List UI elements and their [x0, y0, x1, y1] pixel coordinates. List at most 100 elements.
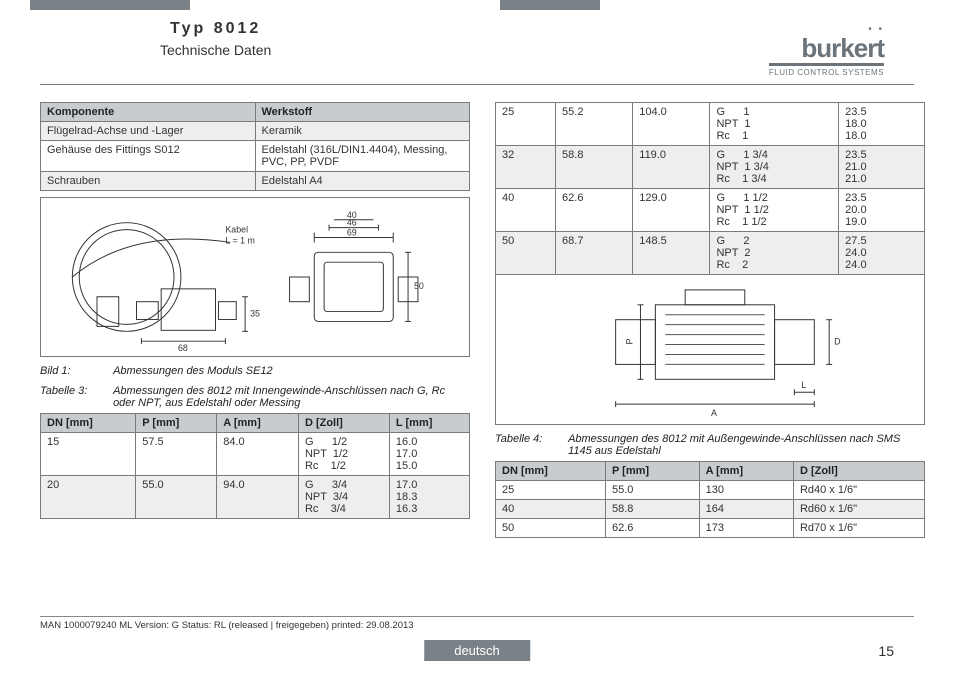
caption-txt: Abmessungen des 8012 mit Außengewinde-An… — [568, 433, 923, 457]
cell: 129.0 — [633, 189, 710, 232]
cell: Gehäuse des Fittings S012 — [41, 141, 256, 172]
cell: Rd40 x 1/6" — [793, 481, 924, 500]
language-tab: deutsch — [424, 640, 530, 661]
dim-label: 69 — [347, 228, 357, 238]
caption-num: Bild 1: — [40, 365, 110, 377]
col-header: P [mm] — [605, 462, 699, 481]
dim-p: P — [625, 339, 635, 345]
col-header: L [mm] — [389, 414, 469, 433]
cell-l: 27.5 24.0 24.0 — [845, 235, 866, 271]
cell: 57.5 — [136, 433, 217, 476]
cell: 62.6 — [556, 189, 633, 232]
cell: 130 — [699, 481, 793, 500]
cell-l: 23.5 20.0 19.0 — [845, 192, 866, 228]
col-header: A [mm] — [699, 462, 793, 481]
cell: 23.5 21.0 21.0 — [839, 146, 925, 189]
caption-txt: Abmessungen des Moduls SE12 — [113, 365, 468, 377]
cell-l: 17.0 18.3 16.3 — [396, 479, 417, 515]
cell-l: 23.5 18.0 18.0 — [845, 106, 866, 142]
caption-txt: Abmessungen des 8012 mit Innengewinde-An… — [113, 385, 468, 409]
cell: G 3/4 NPT 3/4 Rc 3/4 — [298, 476, 389, 519]
diagram-fitting: P A D L — [495, 275, 925, 425]
cell: 27.5 24.0 24.0 — [839, 232, 925, 275]
page-number: 15 — [878, 643, 894, 659]
col-header: D [Zoll] — [298, 414, 389, 433]
cell: 84.0 — [217, 433, 299, 476]
cell: 40 — [496, 500, 606, 519]
col-header: DN [mm] — [41, 414, 136, 433]
dim-label: 35 — [250, 309, 260, 319]
cell: 55.0 — [136, 476, 217, 519]
cell-d: G 1 3/4 NPT 1 3/4 Rc 1 3/4 — [716, 149, 768, 185]
table-row: 25 55.0 130 Rd40 x 1/6" — [496, 481, 925, 500]
caption-tab3: Tabelle 3: Abmessungen des 8012 mit Inne… — [40, 385, 470, 409]
cell: Rd70 x 1/6" — [793, 519, 924, 538]
table-row: Schrauben Edelstahl A4 — [41, 172, 470, 191]
cell-d: G 1 1/2 NPT 1 1/2 Rc 1 1/2 — [716, 192, 768, 228]
cell: 40 — [496, 189, 556, 232]
cell-d: G 3/4 NPT 3/4 Rc 3/4 — [305, 479, 348, 515]
dimensions-table-3b: 25 55.2 104.0 G 1 NPT 1 Rc 1 23.5 18.0 1… — [495, 102, 925, 275]
col-header: DN [mm] — [496, 462, 606, 481]
logo-bar-icon — [769, 63, 884, 66]
type-number: Typ 8012 — [160, 20, 271, 38]
col-header: A [mm] — [217, 414, 299, 433]
cell: 68.7 — [556, 232, 633, 275]
cell: 25 — [496, 103, 556, 146]
col-header: Werkstoff — [255, 103, 470, 122]
table-row: 25 55.2 104.0 G 1 NPT 1 Rc 1 23.5 18.0 1… — [496, 103, 925, 146]
table-row: Gehäuse des Fittings S012 Edelstahl (316… — [41, 141, 470, 172]
logo-tagline: FLUID CONTROL SYSTEMS — [769, 68, 884, 77]
cell-d: G 1 NPT 1 Rc 1 — [716, 106, 750, 142]
cell: 62.6 — [605, 519, 699, 538]
cell: 173 — [699, 519, 793, 538]
caption-bild1: Bild 1: Abmessungen des Moduls SE12 — [40, 365, 470, 377]
table-row: 50 68.7 148.5 G 2 NPT 2 Rc 2 27.5 24.0 2… — [496, 232, 925, 275]
subtitle: Technische Daten — [160, 42, 271, 58]
cell: G 2 NPT 2 Rc 2 — [710, 232, 839, 275]
cell: G 1 NPT 1 Rc 1 — [710, 103, 839, 146]
dim-label: 68 — [178, 343, 188, 353]
dimensions-table-3a: DN [mm] P [mm] A [mm] D [Zoll] L [mm] 15… — [40, 413, 470, 519]
top-tab-right — [500, 0, 600, 10]
table-row: Flügelrad-Achse und -Lager Keramik — [41, 122, 470, 141]
cell: 23.5 20.0 19.0 — [839, 189, 925, 232]
cell: 16.0 17.0 15.0 — [389, 433, 469, 476]
cell: G 1/2 NPT 1/2 Rc 1/2 — [298, 433, 389, 476]
col-header: P [mm] — [136, 414, 217, 433]
diagram-se12: Kabel L = 1 m 69 46 40 50 68 35 — [40, 197, 470, 357]
cell: 119.0 — [633, 146, 710, 189]
dim-d: D — [834, 337, 841, 347]
left-column: Komponente Werkstoff Flügelrad-Achse und… — [40, 102, 470, 519]
cell: 55.0 — [605, 481, 699, 500]
dim-label: 50 — [414, 281, 424, 291]
table-row: 15 57.5 84.0 G 1/2 NPT 1/2 Rc 1/2 16.0 1… — [41, 433, 470, 476]
cell: 58.8 — [605, 500, 699, 519]
cell: Edelstahl (316L/DIN1.4404), Messing, PVC… — [255, 141, 470, 172]
right-column: 25 55.2 104.0 G 1 NPT 1 Rc 1 23.5 18.0 1… — [495, 102, 925, 538]
cell-l: 16.0 17.0 15.0 — [396, 436, 417, 472]
cell-d: G 1/2 NPT 1/2 Rc 1/2 — [305, 436, 348, 472]
cell-d: G 2 NPT 2 Rc 2 — [716, 235, 750, 271]
caption-num: Tabelle 4: — [495, 433, 565, 445]
table-row: 50 62.6 173 Rd70 x 1/6" — [496, 519, 925, 538]
cell: 94.0 — [217, 476, 299, 519]
cell: 32 — [496, 146, 556, 189]
top-tab-left — [30, 0, 190, 10]
dim-a: A — [711, 408, 717, 418]
cell: G 1 1/2 NPT 1 1/2 Rc 1 1/2 — [710, 189, 839, 232]
cell: Keramik — [255, 122, 470, 141]
cell: 148.5 — [633, 232, 710, 275]
cell: 55.2 — [556, 103, 633, 146]
cell: 25 — [496, 481, 606, 500]
brand-logo: • • burkert FLUID CONTROL SYSTEMS — [769, 24, 884, 77]
logo-text: burkert — [769, 37, 884, 60]
col-header: Komponente — [41, 103, 256, 122]
cell: 58.8 — [556, 146, 633, 189]
cell: Edelstahl A4 — [255, 172, 470, 191]
cell: Rd60 x 1/6" — [793, 500, 924, 519]
cell-l: 23.5 21.0 21.0 — [845, 149, 866, 185]
dimensions-table-4: DN [mm] P [mm] A [mm] D [Zoll] 25 55.0 1… — [495, 461, 925, 538]
page-header: Typ 8012 Technische Daten • • burkert FL… — [0, 18, 954, 78]
dim-label: Kabel — [225, 225, 248, 235]
